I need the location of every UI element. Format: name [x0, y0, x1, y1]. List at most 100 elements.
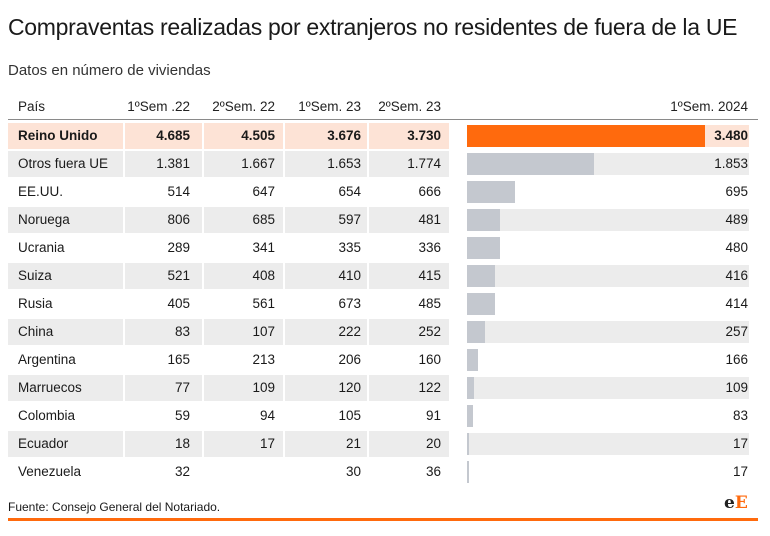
bar [467, 237, 500, 259]
cell-2sem-22: 17 [204, 431, 283, 457]
cell-1sem-22: 77 [125, 375, 202, 401]
column-header-1sem-22: 1ºSem .22 [127, 99, 190, 114]
cell-1sem-22: 59 [174, 408, 190, 423]
bar-track [467, 153, 749, 175]
cell-1sem-22: 83 [125, 319, 202, 345]
cell-1sem-2024: 489 [725, 212, 748, 227]
chart-subtitle: Datos en número de viviendas [8, 62, 211, 79]
bar [467, 265, 496, 287]
cell-1sem-23: 597 [285, 207, 367, 233]
cell-2sem-22: 561 [252, 296, 275, 311]
bar [467, 209, 501, 231]
cell-1sem-22: 405 [167, 296, 190, 311]
bar [467, 377, 475, 399]
cell-1sem-2024: 17 [732, 464, 748, 479]
bar-track [467, 461, 749, 483]
logo-letter-second: E [734, 493, 748, 513]
bar-track [467, 209, 749, 231]
cell-pais: Otros fuera UE [8, 151, 123, 177]
bar-track [467, 433, 749, 455]
table-header: País 1ºSem .22 2ºSem. 22 1ºSem. 23 2ºSem… [8, 95, 758, 120]
cell-1sem-23: 1.653 [285, 151, 367, 177]
publisher-logo: eE [724, 493, 748, 513]
cell-1sem-23: 673 [338, 296, 361, 311]
source-note: Fuente: Consejo General del Notariado. [8, 500, 221, 514]
cell-2sem-23: 415 [369, 263, 449, 289]
cell-1sem-2024: 695 [725, 184, 748, 199]
cell-1sem-23: 222 [285, 319, 367, 345]
table-row: Reino Unido 4.685 4.505 3.676 3.730 3.480 [8, 123, 758, 151]
column-header-2sem-22: 2ºSem. 22 [212, 99, 275, 114]
cell-pais: Marruecos [8, 375, 123, 401]
bottom-accent-line [8, 518, 758, 521]
cell-2sem-23: 20 [369, 431, 449, 457]
table-row: Noruega 806 685 597 481 489 [8, 207, 758, 235]
cell-2sem-22: 107 [204, 319, 283, 345]
bar-track [467, 181, 749, 203]
cell-pais: Venezuela [18, 464, 82, 479]
bar [467, 349, 479, 371]
cell-1sem-2024: 3.480 [714, 128, 748, 143]
bar [467, 461, 469, 483]
logo-letter-first: e [724, 493, 735, 513]
cell-1sem-2024: 1.853 [714, 156, 748, 171]
cell-1sem-22: 806 [125, 207, 202, 233]
cell-1sem-2024: 416 [725, 268, 748, 283]
cell-1sem-23: 654 [338, 184, 361, 199]
cell-pais: Ucrania [18, 240, 65, 255]
table-row: Colombia 59 94 105 91 83 [8, 403, 758, 431]
table-row: Marruecos 77 109 120 122 109 [8, 375, 758, 403]
cell-1sem-23: 105 [338, 408, 361, 423]
table-row: Venezuela 32 30 36 17 [8, 459, 758, 487]
cell-2sem-22: 94 [259, 408, 275, 423]
bar [467, 405, 473, 427]
cell-1sem-2024: 480 [725, 240, 748, 255]
bar-track [467, 125, 749, 147]
cell-2sem-23: 1.774 [369, 151, 449, 177]
cell-1sem-23: 21 [285, 431, 367, 457]
table-row: China 83 107 222 252 257 [8, 319, 758, 347]
bar-track [467, 293, 749, 315]
table-body: Reino Unido 4.685 4.505 3.676 3.730 3.480 Otro… [8, 123, 758, 487]
bar [467, 293, 496, 315]
table-row: Rusia 405 561 673 485 414 [8, 291, 758, 319]
cell-1sem-23: 410 [285, 263, 367, 289]
table-row: Ecuador 18 17 21 20 17 [8, 431, 758, 459]
cell-2sem-23: 666 [418, 184, 441, 199]
cell-pais: China [8, 319, 123, 345]
column-header-1sem-23: 1ºSem. 23 [298, 99, 361, 114]
cell-2sem-22: 685 [204, 207, 283, 233]
cell-2sem-23: 485 [418, 296, 441, 311]
cell-1sem-22: 1.381 [125, 151, 202, 177]
data-table: País 1ºSem .22 2ºSem. 22 1ºSem. 23 2ºSem… [8, 95, 758, 487]
cell-2sem-23: 160 [418, 352, 441, 367]
cell-1sem-2024: 257 [725, 324, 748, 339]
cell-1sem-2024: 166 [725, 352, 748, 367]
cell-1sem-23: 120 [285, 375, 367, 401]
cell-1sem-22: 4.685 [125, 123, 202, 149]
cell-1sem-23: 206 [338, 352, 361, 367]
cell-1sem-23: 3.676 [285, 123, 367, 149]
cell-pais: Ecuador [8, 431, 123, 457]
cell-1sem-22: 32 [174, 464, 190, 479]
cell-2sem-22: 341 [252, 240, 275, 255]
cell-2sem-23: 3.730 [369, 123, 449, 149]
column-header-1sem-2024: 1ºSem. 2024 [670, 99, 748, 114]
bar-track [467, 265, 749, 287]
bar-track [467, 237, 749, 259]
cell-2sem-22: 647 [252, 184, 275, 199]
cell-pais: Suiza [8, 263, 123, 289]
cell-pais: Reino Unido [8, 123, 123, 149]
cell-2sem-23: 122 [369, 375, 449, 401]
table-row: Argentina 165 213 206 160 166 [8, 347, 758, 375]
cell-1sem-2024: 17 [732, 436, 748, 451]
cell-2sem-22: 213 [252, 352, 275, 367]
table-row: Ucrania 289 341 335 336 480 [8, 235, 758, 263]
cell-1sem-23: 30 [345, 464, 361, 479]
cell-1sem-22: 289 [167, 240, 190, 255]
cell-1sem-22: 514 [167, 184, 190, 199]
cell-pais: Noruega [8, 207, 123, 233]
cell-pais: EE.UU. [18, 184, 64, 199]
bar [467, 181, 515, 203]
cell-2sem-22: 4.505 [204, 123, 283, 149]
